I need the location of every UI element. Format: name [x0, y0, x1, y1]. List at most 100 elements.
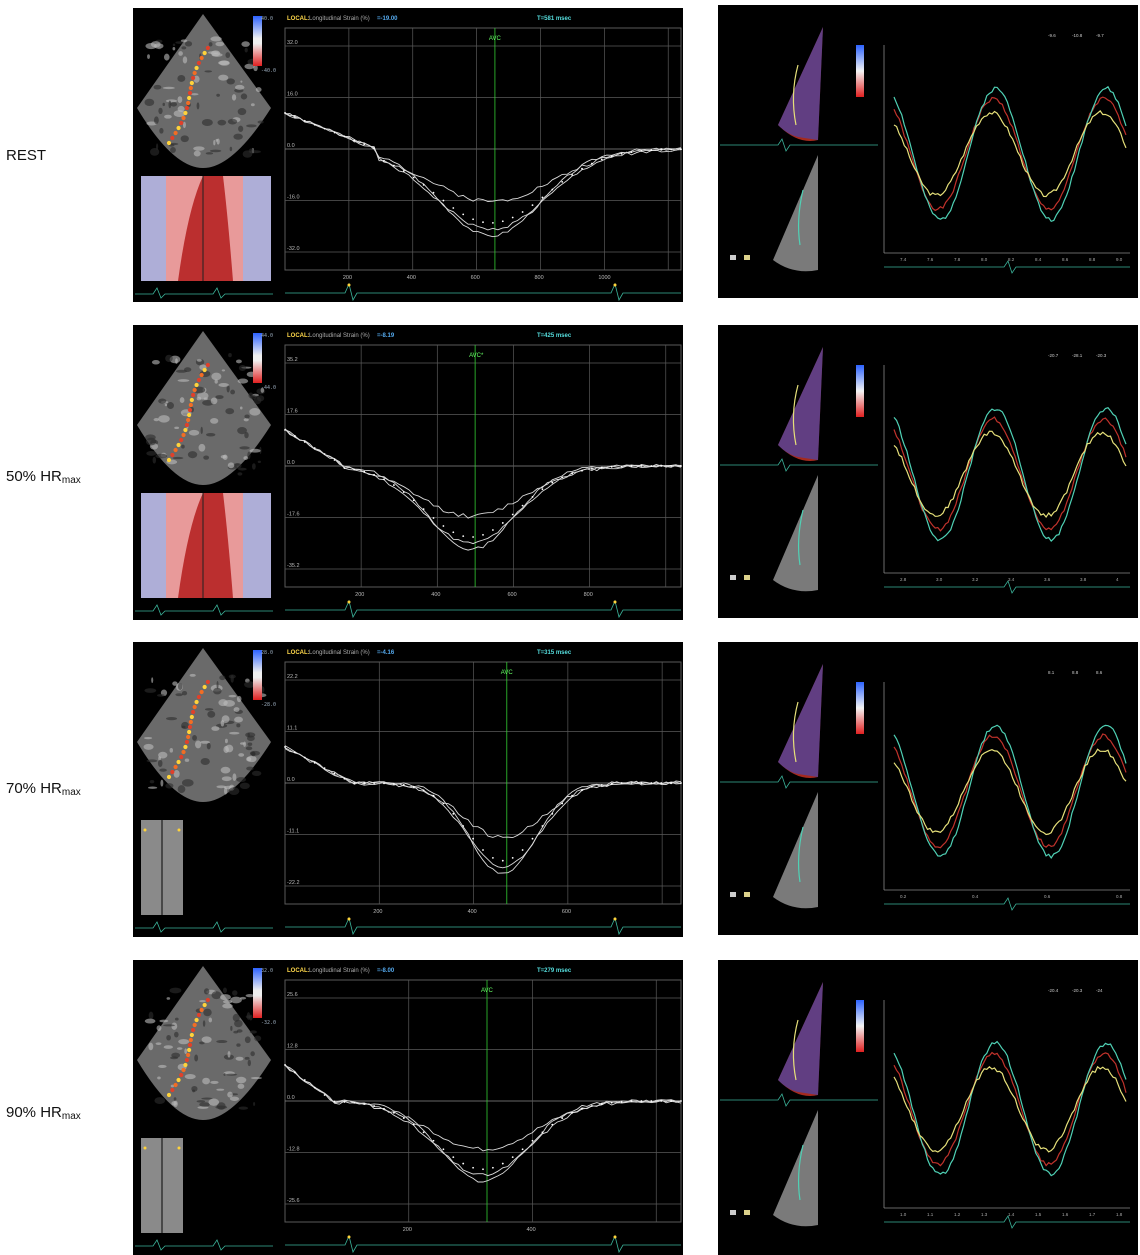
echo-speckle [181, 46, 187, 50]
average-curve-dot [333, 1100, 336, 1103]
ecg-trace [285, 599, 681, 619]
average-curve-dot [343, 467, 346, 469]
roi-trace [797, 189, 804, 246]
echo-speckle [183, 367, 192, 372]
strain-roi-dot [187, 412, 192, 418]
average-curve-dot [521, 849, 524, 851]
echo-speckle [232, 773, 237, 781]
average-curve-dot [660, 782, 663, 784]
average-curve-dot [492, 529, 494, 531]
strain-roi-dot [188, 719, 193, 725]
strain-curve [284, 1064, 682, 1177]
strain-roi-dot [186, 100, 191, 106]
echo-speckle [184, 1073, 196, 1080]
echo-speckle [163, 1024, 176, 1027]
echo-speckle [244, 414, 250, 419]
average-curve-dot [640, 150, 643, 152]
roi-trace [792, 384, 799, 446]
average-curve-dot [660, 465, 663, 467]
average-curve-dot [294, 435, 296, 437]
strain-roi-dot [202, 1002, 207, 1008]
mmode-dot [143, 1146, 147, 1150]
strain-roi-dot [202, 684, 207, 690]
echo-speckle [222, 987, 227, 994]
ecg-marker [613, 1235, 617, 1239]
average-curve-dot [541, 488, 544, 491]
average-curve-dot [680, 1100, 682, 1102]
left-panel-rest: 40.0 -40.0 LOCAL: Longitudinal Strain (%) =-… [133, 8, 683, 302]
echo-sector-image [137, 14, 271, 168]
average-curve-dot [452, 812, 455, 815]
strain-roi-dot [181, 749, 186, 755]
average-curve-dot [650, 465, 653, 467]
strain-roi-dot [186, 734, 191, 740]
avc-label: AVC* [469, 353, 484, 359]
strain-roi-dot [183, 427, 188, 433]
echo-speckle [173, 110, 186, 118]
echo-speckle [237, 378, 249, 384]
time-tick-label: 7.4 [900, 257, 907, 262]
echo-speckle [215, 395, 224, 400]
ecg-marker [347, 1235, 351, 1239]
echo-speckle [255, 87, 262, 93]
echo-speckle [199, 1041, 205, 1045]
x-tick-label: 200 [355, 592, 364, 598]
average-curve-dot [600, 466, 603, 469]
strain-roi-dot [205, 997, 210, 1003]
roi-trace [797, 509, 804, 566]
average-curve-dot [472, 536, 474, 538]
color-sector-blue [778, 347, 823, 460]
echo-speckle [160, 779, 164, 787]
echo-speckle [243, 456, 249, 460]
average-curve-dot [462, 213, 465, 216]
echo-speckle [247, 451, 251, 460]
echo-sector [137, 14, 271, 168]
time-tick-label: 1.0 [900, 1212, 907, 1217]
trace-peak-value: 8.6 [1096, 670, 1103, 675]
mmode-core [178, 493, 233, 598]
color-scale-bar [856, 45, 864, 97]
average-curve-dot [284, 112, 286, 114]
strain-roi-dot [192, 704, 197, 710]
echo-speckle [165, 354, 173, 363]
average-curve-dot [383, 1107, 385, 1110]
header-local: LOCAL: [287, 650, 310, 656]
echo-speckle [172, 47, 176, 51]
strain-roi-dot [190, 75, 196, 81]
echo-speckle [159, 768, 167, 772]
mmode-band [243, 176, 271, 281]
echo-speckle [146, 759, 158, 763]
echo-speckle [200, 740, 210, 744]
x-tick-label: 400 [468, 909, 477, 915]
echo-speckle [216, 138, 220, 145]
echo-speckle [171, 1101, 177, 1106]
average-curve-dot [294, 1071, 296, 1074]
echo-speckle [196, 102, 200, 110]
echo-speckle [177, 75, 186, 82]
time-tick-label: 1.4 [1008, 1212, 1015, 1217]
strain-roi-dot [190, 1027, 196, 1033]
y-tick-label: -12.8 [287, 1147, 300, 1153]
strain-roi-dot [179, 120, 184, 126]
echo-speckle [225, 52, 231, 58]
control-icon [744, 1210, 750, 1215]
mmode-dot [177, 828, 181, 832]
echo-speckle [245, 1015, 252, 1019]
header-title: Longitudinal Strain (%) [309, 968, 370, 974]
average-curve-dot [363, 470, 366, 473]
ecg-marker [613, 917, 617, 921]
average-curve-dot [422, 508, 425, 511]
left-panel-50: 44.0 -44.0 LOCAL: Longitudinal Strain (%) =-… [133, 325, 683, 620]
header-value: =-19.00 [377, 16, 398, 22]
strain-roi-dot [176, 759, 181, 765]
strain-roi-dot [199, 689, 204, 695]
y-tick-label: 32.0 [287, 40, 298, 46]
echo-speckle [147, 786, 158, 789]
strain-roi-dot [205, 45, 210, 51]
header-value: =-4.16 [377, 650, 395, 656]
strain-roi-dot [181, 1067, 186, 1073]
average-curve-dot [462, 535, 465, 537]
ecg-trace [884, 580, 1130, 594]
ecg-marker [613, 600, 617, 604]
time-tick-label: 0.2 [900, 894, 907, 899]
